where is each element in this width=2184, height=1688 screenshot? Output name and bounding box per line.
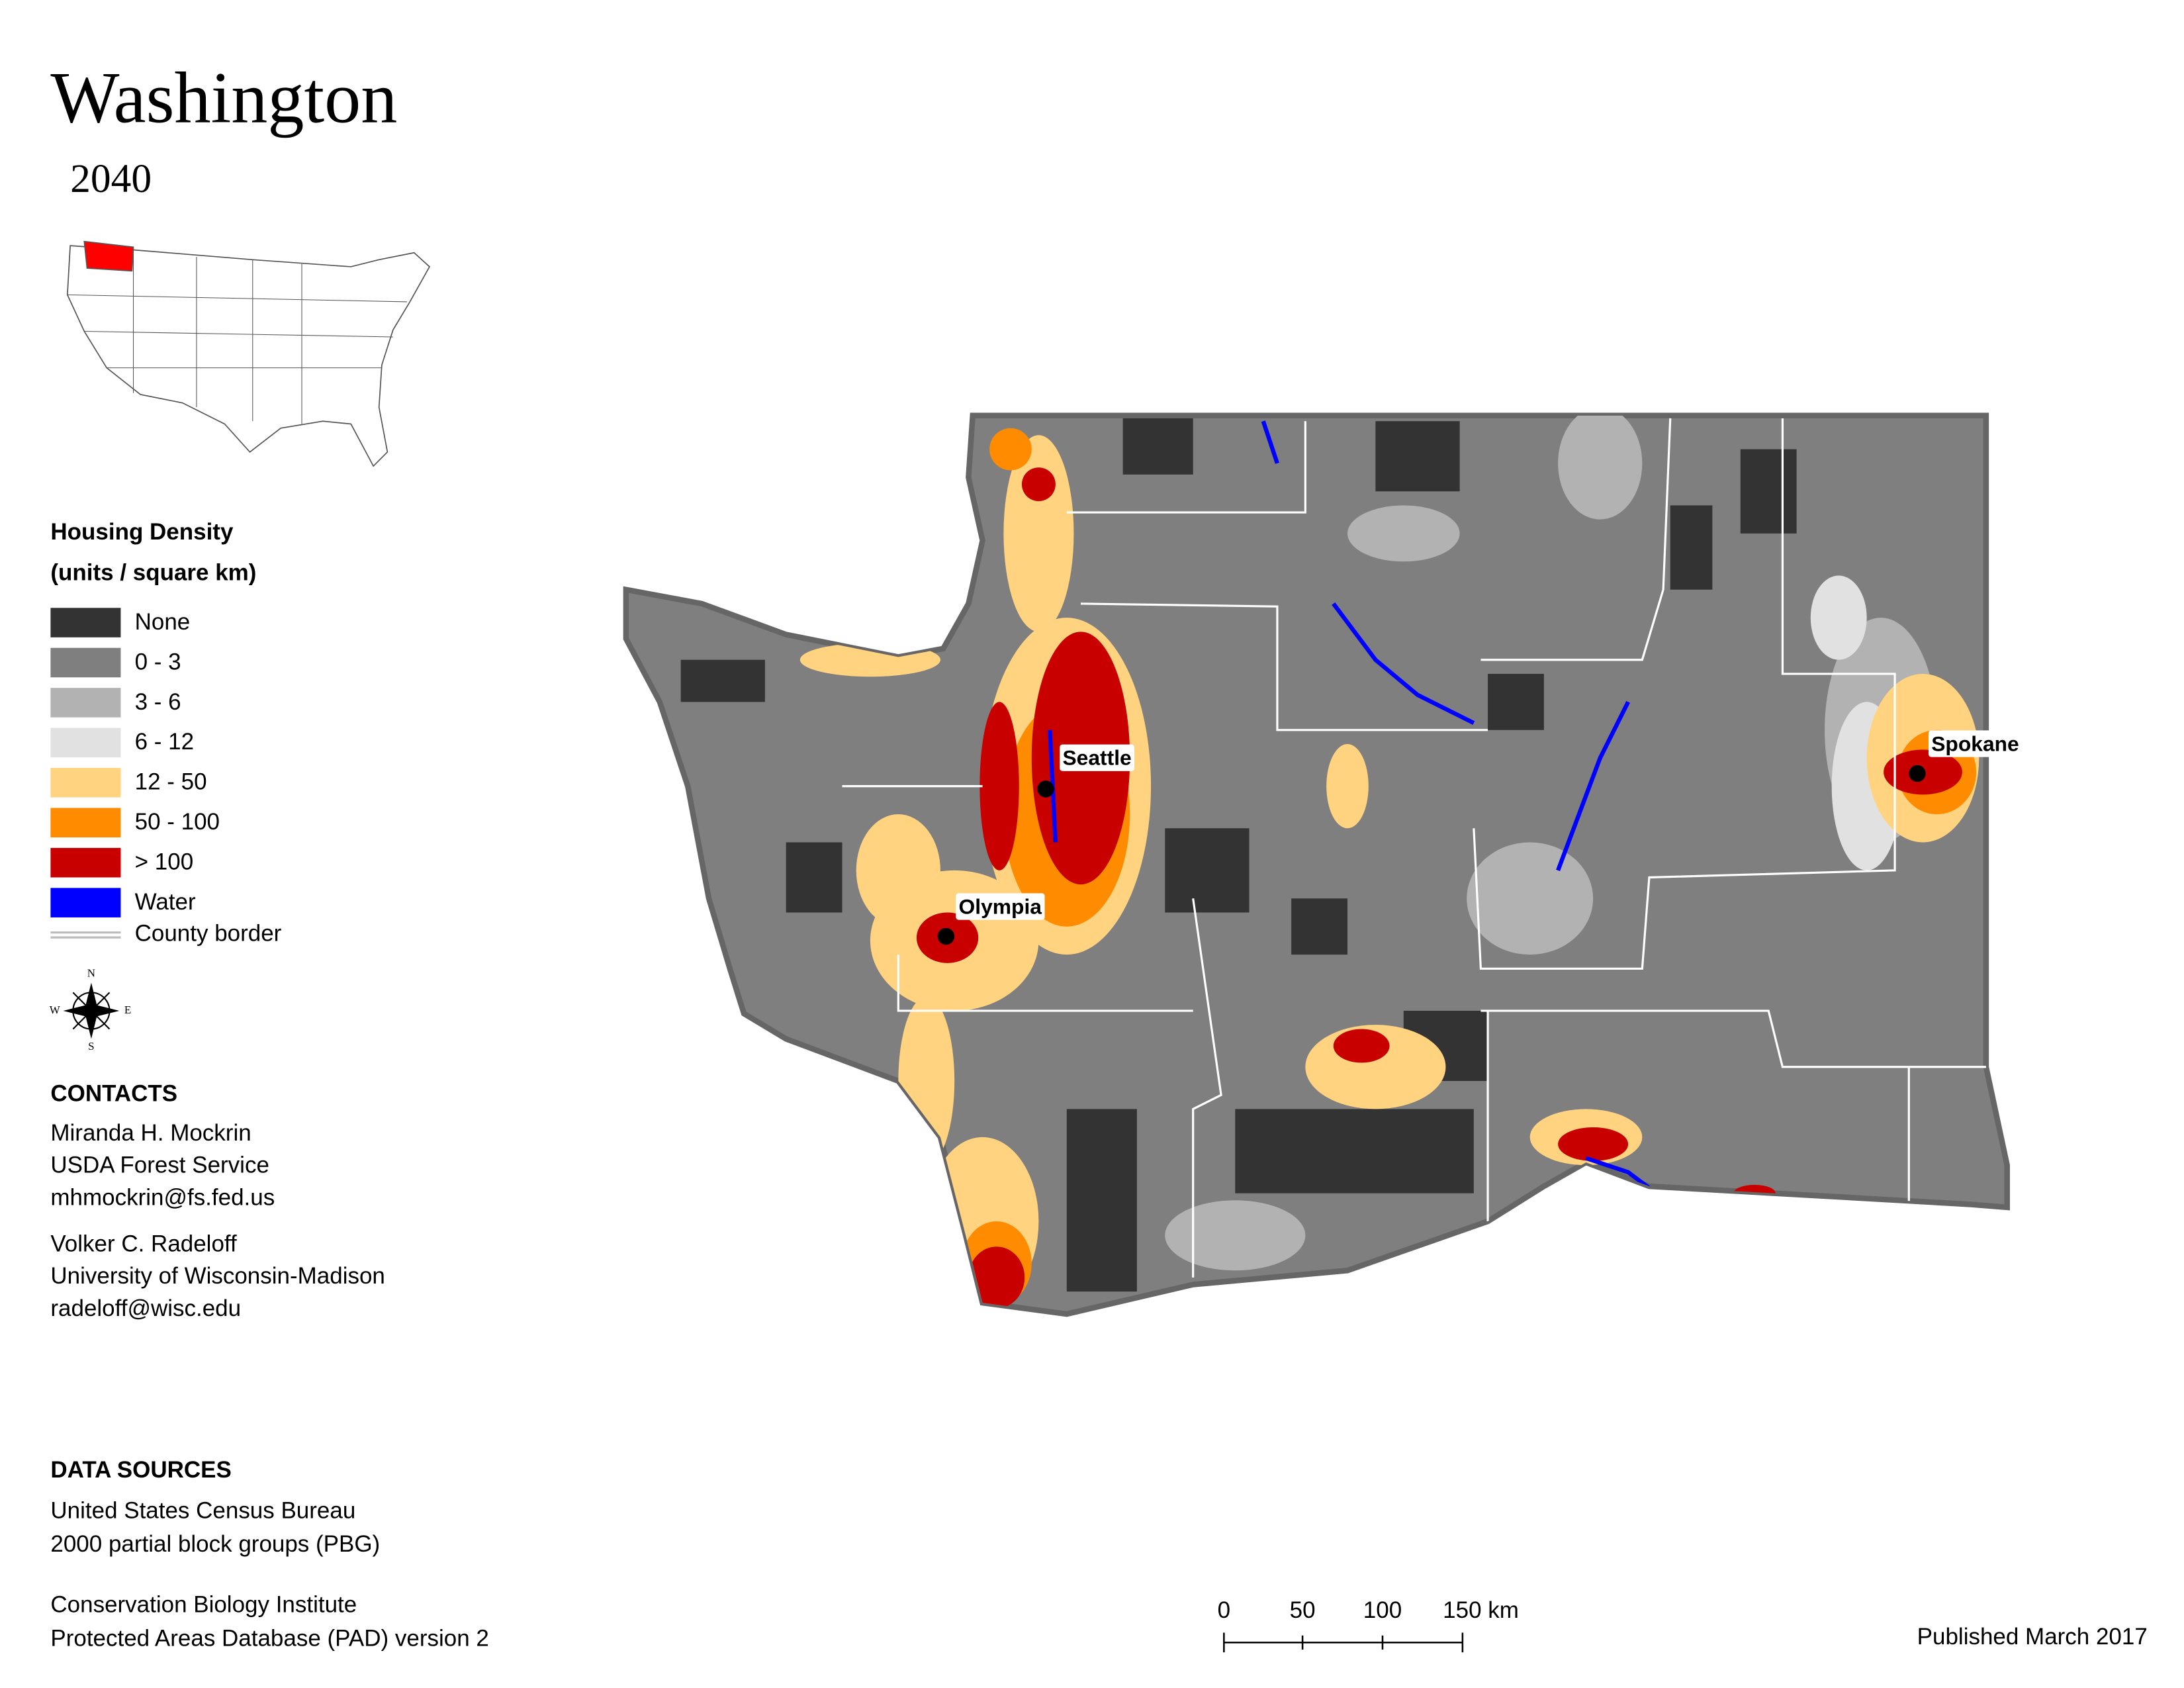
city-label-bg	[1060, 744, 1134, 771]
scale-label: 150 km	[1443, 1597, 1519, 1623]
legend-swatch	[50, 888, 121, 917]
city-label: Olympia	[959, 895, 1042, 919]
source-line: 2000 partial block groups (PBG)	[50, 1531, 380, 1557]
legend-label: None	[135, 609, 191, 635]
contact-line: Miranda H. Mockrin	[50, 1120, 251, 1146]
state-map	[623, 412, 2010, 1317]
contacts-title: CONTACTS	[50, 1080, 177, 1106]
city-dot	[937, 927, 955, 945]
legend-label: 50 - 100	[135, 809, 220, 835]
compass: N E S W	[50, 967, 131, 1053]
city-label-bg	[1928, 730, 2022, 757]
compass-n: N	[87, 967, 95, 980]
compass-w: W	[50, 1004, 60, 1016]
legend-label: Water	[135, 889, 196, 915]
compass-e: E	[124, 1004, 131, 1016]
city-label-bg	[956, 893, 1045, 920]
data-sources-title: DATA SOURCES	[50, 1457, 231, 1483]
legend-label: 3 - 6	[135, 689, 181, 715]
contact-line: radeloff@wisc.edu	[50, 1295, 241, 1321]
legend-swatch	[50, 688, 121, 718]
compass-s: S	[88, 1040, 94, 1053]
legend-swatch	[50, 768, 121, 798]
contact-line: USDA Forest Service	[50, 1152, 269, 1178]
legend-title: Housing Density	[50, 519, 234, 545]
city-label: Seattle	[1062, 746, 1131, 770]
legend-swatch	[50, 647, 121, 678]
city-label: Spokane	[1931, 732, 2019, 756]
contact-line: Volker C. Radeloff	[50, 1231, 237, 1256]
legend-swatch	[50, 808, 121, 838]
contact-line: mhmockrin@fs.fed.us	[50, 1184, 275, 1210]
legend-swatch	[50, 727, 121, 758]
source-line: United States Census Bureau	[50, 1497, 355, 1523]
legend-label: 12 - 50	[135, 769, 207, 795]
contact-line: University of Wisconsin-Madison	[50, 1263, 385, 1289]
legend: Housing Density (units / square km) None…	[50, 519, 282, 947]
legend-label: > 100	[135, 849, 194, 875]
legend-label: 6 - 12	[135, 729, 194, 755]
title: Washington	[50, 57, 397, 138]
legend-label: 0 - 3	[135, 649, 181, 675]
city-dot	[1909, 765, 1926, 782]
city-dot	[1037, 780, 1054, 798]
source-line: Protected Areas Database (PAD) version 2	[50, 1625, 488, 1651]
scale-bar	[1223, 1632, 1464, 1653]
legend-subtitle: (units / square km)	[50, 560, 256, 586]
subtitle: 2040	[70, 156, 152, 201]
legend-swatch	[50, 847, 121, 878]
legend-swatch	[50, 608, 121, 637]
legend-label: County border	[135, 921, 282, 947]
scale-label: 0	[1218, 1597, 1230, 1623]
us-inset	[66, 240, 431, 467]
scale-label: 100	[1363, 1597, 1402, 1623]
scale-label: 50	[1290, 1597, 1316, 1623]
published: Published March 2017	[1917, 1624, 2148, 1650]
source-line: Conservation Biology Institute	[50, 1591, 357, 1617]
